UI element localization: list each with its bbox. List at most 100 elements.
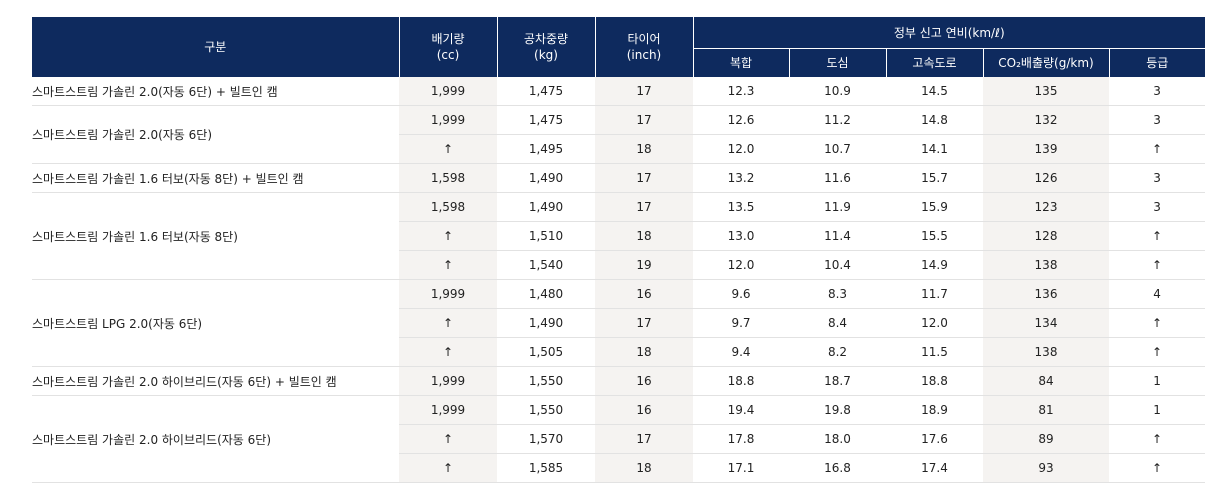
table-row: 스마트스트림 가솔린 1.6 터보(자동 8단) + 빌트인 캠 1,598 1,4… <box>32 163 1206 193</box>
grade-cell: 3 <box>1109 163 1206 193</box>
highway-cell: 14.9 <box>886 250 983 280</box>
tire-cell: 17 <box>595 105 693 135</box>
combined-cell: 9.6 <box>693 279 789 309</box>
table-row: ↑ 1,510 18 13.0 11.4 15.5 128 ↑ <box>32 221 1206 251</box>
table-row: 스마트스트림 가솔린 2.0(자동 6단) 1,999 1,475 17 12.6 11.… <box>32 105 1206 164</box>
displacement-cell: ↑ <box>399 308 497 338</box>
city-cell: 8.2 <box>789 337 886 367</box>
tire-cell: 16 <box>595 366 693 396</box>
displacement-cell: ↑ <box>399 250 497 280</box>
city-cell: 10.7 <box>789 134 886 164</box>
combined-cell: 12.0 <box>693 250 789 280</box>
header-grade: 등급 <box>1108 48 1206 77</box>
curb-weight-cell: 1,550 <box>497 366 595 396</box>
table-row: 스마트스트림 LPG 2.0(자동 6단) 1,999 1,480 16 9.6 8.3 1… <box>32 279 1206 367</box>
combined-cell: 17.8 <box>693 424 789 454</box>
fuel-economy-table-container: 구분 배기량 (cc) 공차중량 (kg) 타이어 (inch) 정부 신고 연… <box>32 17 1206 483</box>
header-category: 구분 <box>32 17 399 77</box>
curb-weight-cell: 1,490 <box>497 192 595 222</box>
curb-weight-cell: 1,510 <box>497 221 595 251</box>
header-curb-weight-label: 공차중량 <box>523 32 569 46</box>
displacement-cell: 1,999 <box>399 395 497 425</box>
displacement-cell: ↑ <box>399 337 497 367</box>
curb-weight-cell: 1,570 <box>497 424 595 454</box>
highway-cell: 15.7 <box>886 163 983 193</box>
displacement-cell: 1,598 <box>399 163 497 193</box>
co2-cell: 93 <box>983 453 1109 483</box>
curb-weight-cell: 1,490 <box>497 163 595 193</box>
model-name-cell: 스마트스트림 가솔린 1.6 터보(자동 8단) <box>32 192 399 280</box>
tire-cell: 17 <box>595 424 693 454</box>
grade-cell: ↑ <box>1109 308 1206 338</box>
tire-cell: 19 <box>595 250 693 280</box>
tire-cell: 17 <box>595 77 693 106</box>
combined-cell: 13.5 <box>693 192 789 222</box>
table-body: 스마트스트림 가솔린 2.0(자동 6단) + 빌트인 캠 1,999 1,475 1… <box>32 77 1206 483</box>
tire-cell: 17 <box>595 308 693 338</box>
table-row: ↑ 1,570 17 17.8 18.0 17.6 89 ↑ <box>32 424 1206 454</box>
city-cell: 19.8 <box>789 395 886 425</box>
header-co2: CO₂배출량(g/km) <box>982 48 1109 77</box>
model-name-cell: 스마트스트림 가솔린 1.6 터보(자동 8단) + 빌트인 캠 <box>32 163 399 193</box>
table-row: ↑ 1,490 17 9.7 8.4 12.0 134 ↑ <box>32 308 1206 338</box>
highway-cell: 11.7 <box>886 279 983 309</box>
header-curb-weight: 공차중량 (kg) <box>496 17 595 77</box>
tire-cell: 18 <box>595 453 693 483</box>
co2-cell: 126 <box>983 163 1109 193</box>
grade-cell: ↑ <box>1109 453 1206 483</box>
displacement-cell: ↑ <box>399 424 497 454</box>
highway-cell: 15.5 <box>886 221 983 251</box>
header-combined: 복합 <box>692 48 789 77</box>
model-name-cell: 스마트스트림 가솔린 2.0(자동 6단) + 빌트인 캠 <box>32 77 399 106</box>
displacement-cell: ↑ <box>399 134 497 164</box>
co2-cell: 84 <box>983 366 1109 396</box>
model-name-cell: 스마트스트림 가솔린 2.0 하이브리드(자동 6단) <box>32 395 399 483</box>
tire-cell: 17 <box>595 163 693 193</box>
co2-cell: 81 <box>983 395 1109 425</box>
co2-cell: 132 <box>983 105 1109 135</box>
grade-cell: 3 <box>1109 105 1206 135</box>
highway-cell: 14.8 <box>886 105 983 135</box>
highway-cell: 12.0 <box>886 308 983 338</box>
header-displacement: 배기량 (cc) <box>398 17 497 77</box>
highway-cell: 18.8 <box>886 366 983 396</box>
header-city: 도심 <box>788 48 886 77</box>
curb-weight-cell: 1,490 <box>497 308 595 338</box>
tire-cell: 17 <box>595 192 693 222</box>
table-row: ↑ 1,540 19 12.0 10.4 14.9 138 ↑ <box>32 250 1206 280</box>
co2-cell: 138 <box>983 250 1109 280</box>
grade-cell: 3 <box>1109 192 1206 222</box>
grade-cell: ↑ <box>1109 134 1206 164</box>
table-row: 스마트스트림 가솔린 2.0 하이브리드(자동 6단) 1,999 1,550 16 1… <box>32 395 1206 483</box>
header-tire: 타이어 (inch) <box>594 17 693 77</box>
combined-cell: 12.0 <box>693 134 789 164</box>
co2-cell: 138 <box>983 337 1109 367</box>
displacement-cell: 1,598 <box>399 192 497 222</box>
model-name-cell: 스마트스트림 가솔린 2.0 하이브리드(자동 6단) + 빌트인 캠 <box>32 366 399 396</box>
header-displacement-label: 배기량 <box>431 32 465 46</box>
curb-weight-cell: 1,585 <box>497 453 595 483</box>
displacement-cell: ↑ <box>399 221 497 251</box>
header-curb-weight-unit: (kg) <box>534 48 558 62</box>
grade-cell: 3 <box>1109 77 1206 106</box>
tire-cell: 18 <box>595 221 693 251</box>
combined-cell: 18.8 <box>693 366 789 396</box>
co2-cell: 128 <box>983 221 1109 251</box>
co2-cell: 123 <box>983 192 1109 222</box>
co2-cell: 134 <box>983 308 1109 338</box>
model-name-cell: 스마트스트림 가솔린 2.0(자동 6단) <box>32 105 399 164</box>
combined-cell: 13.2 <box>693 163 789 193</box>
grade-cell: ↑ <box>1109 221 1206 251</box>
grade-cell: ↑ <box>1109 424 1206 454</box>
co2-cell: 135 <box>983 77 1109 106</box>
city-cell: 10.9 <box>789 77 886 106</box>
city-cell: 10.4 <box>789 250 886 280</box>
highway-cell: 11.5 <box>886 337 983 367</box>
tire-cell: 18 <box>595 134 693 164</box>
highway-cell: 18.9 <box>886 395 983 425</box>
table-row: 스마트스트림 가솔린 2.0(자동 6단) + 빌트인 캠 1,999 1,475 1… <box>32 77 1206 106</box>
curb-weight-cell: 1,475 <box>497 105 595 135</box>
header-fuel-economy-group: 정부 신고 연비(km/ℓ) <box>692 17 1206 49</box>
table-row: 스마트스트림 가솔린 2.0 하이브리드(자동 6단) + 빌트인 캠 1,999… <box>32 366 1206 396</box>
combined-cell: 12.3 <box>693 77 789 106</box>
